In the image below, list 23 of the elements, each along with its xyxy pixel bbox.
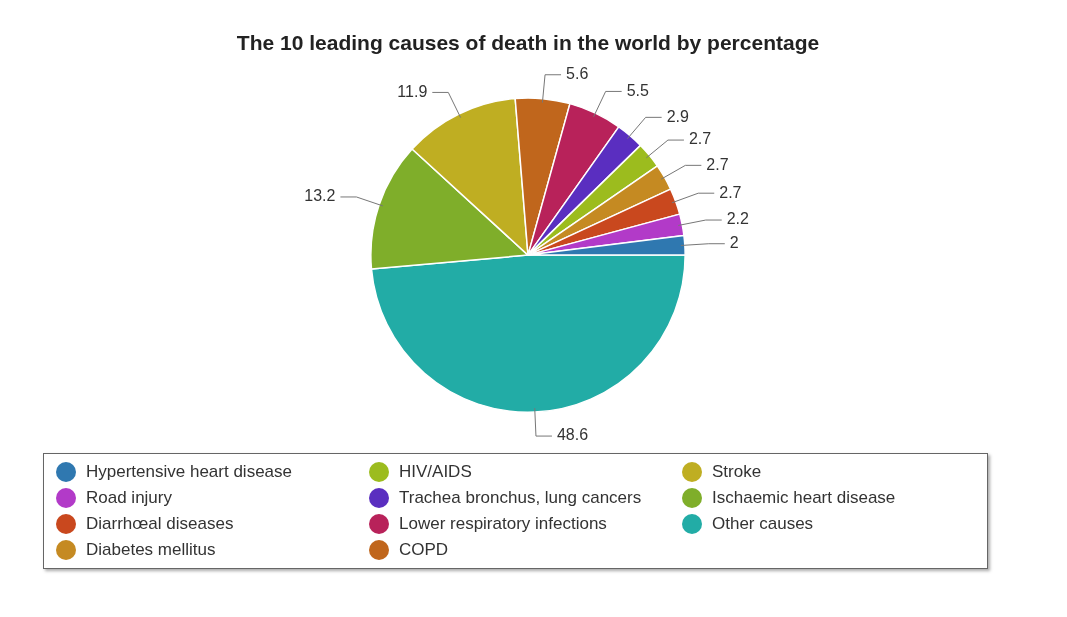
- legend-label: Hypertensive heart disease: [86, 462, 293, 481]
- legend-label: COPD: [399, 540, 449, 559]
- legend-label: Road injury: [86, 488, 172, 507]
- data-label: 5.5: [626, 81, 649, 99]
- legend-label: Ischaemic heart disease: [712, 488, 896, 507]
- legend-label: Other causes: [712, 514, 814, 533]
- data-label: 48.6: [556, 426, 589, 444]
- chart-title: The 10 leading causes of death in the world by percentage: [236, 31, 820, 55]
- legend-label: Diarrhœal diseases: [86, 514, 234, 533]
- data-label: 2.7: [706, 155, 729, 173]
- data-label: 2.2: [726, 210, 750, 228]
- data-label: 11.9: [397, 82, 428, 100]
- legend-label: Trachea bronchus, lung cancers: [399, 488, 642, 507]
- data-label: 13.2: [304, 187, 336, 205]
- data-label: 2.7: [688, 130, 712, 148]
- legend-label: Diabetes mellitus: [86, 540, 216, 559]
- data-label: 2: [729, 234, 739, 252]
- data-label: 2.7: [719, 183, 742, 201]
- legend-label: HIV/AIDS: [399, 462, 472, 481]
- legend-label: Lower respiratory infections: [399, 514, 607, 533]
- data-label: 2.9: [666, 107, 689, 125]
- legend-label: Stroke: [712, 462, 762, 481]
- data-label: 5.6: [566, 65, 589, 83]
